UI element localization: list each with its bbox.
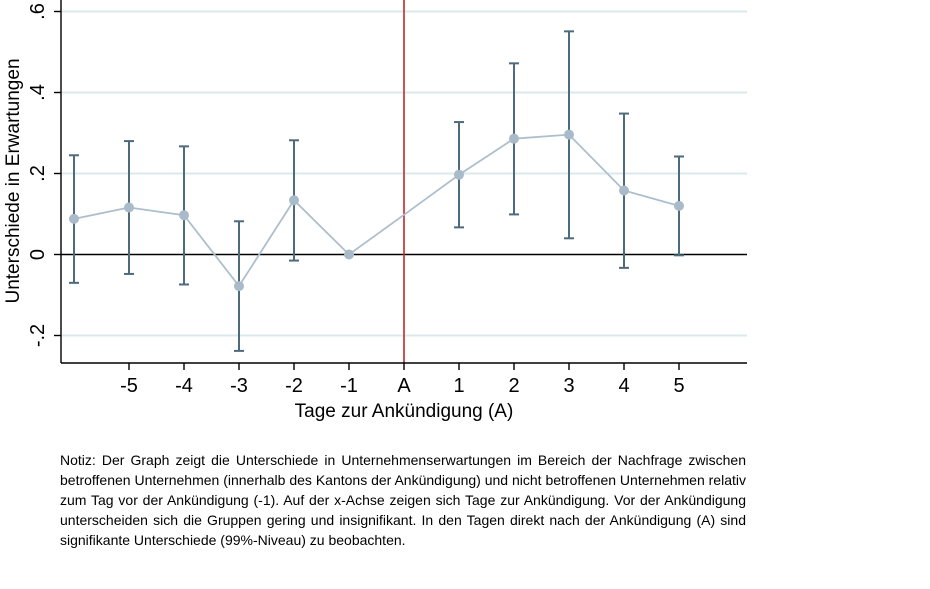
- y-tick-label: .4: [27, 84, 49, 101]
- x-tick-label: 3: [563, 375, 574, 397]
- reference-lines: [61, 0, 747, 363]
- data-point: [674, 200, 684, 211]
- y-axis-title: Unterschiede in Erwartungen: [3, 58, 24, 303]
- y-axis-ticks: -.2 0 .2 .4 .6: [27, 3, 61, 347]
- x-tick-label: -3: [230, 375, 248, 397]
- data-point: [124, 202, 134, 213]
- data-point: [344, 249, 354, 260]
- data-points: [69, 129, 684, 292]
- data-point: [619, 185, 629, 196]
- data-point: [289, 195, 299, 206]
- x-tick-label: 1: [453, 375, 464, 397]
- y-tick-label: .2: [27, 165, 49, 182]
- x-tick-label: 4: [618, 375, 629, 397]
- data-point: [234, 281, 244, 292]
- x-tick-label: -1: [340, 375, 358, 397]
- event-study-chart: -5 -4 -3 -2 -1 A 1 2 3 4 5 -.2 0 .2 .4 .6 Tage zur Ank…: [3, 0, 747, 422]
- x-tick-label: -2: [285, 375, 303, 397]
- x-tick-label: -4: [175, 375, 193, 397]
- chart-note: Notiz: Der Graph zeigt die Unterschiede …: [60, 452, 746, 548]
- x-axis-ticks: -5 -4 -3 -2 -1 A 1 2 3 4 5: [120, 363, 685, 397]
- series-line: [73, 133, 680, 288]
- series-polyline: [73, 133, 680, 288]
- data-point: [454, 169, 464, 180]
- x-tick-label: 5: [673, 375, 684, 397]
- x-tick-label: 2: [508, 375, 519, 397]
- x-tick-label: A: [397, 375, 411, 397]
- data-point: [179, 210, 189, 221]
- y-tick-label: -.2: [27, 324, 49, 347]
- data-point: [564, 129, 574, 140]
- x-axis-title: Tage zur Ankündigung (A): [295, 401, 514, 422]
- y-tick-label: 0: [27, 249, 49, 260]
- data-point: [509, 133, 519, 144]
- data-point: [69, 213, 79, 224]
- x-tick-label: -5: [120, 375, 138, 397]
- y-tick-label: .6: [27, 3, 49, 20]
